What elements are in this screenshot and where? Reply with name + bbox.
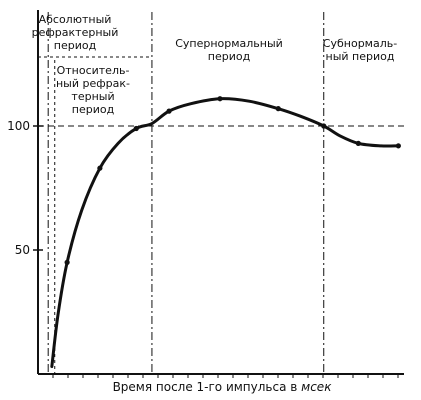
x-axis-label-unit: мсек	[301, 380, 332, 394]
region-label-relative_refractory: период	[72, 103, 115, 116]
labels: АбсолютныйрефрактерныйпериодОтноситель-н…	[32, 13, 398, 394]
region-label-subnormal: Субнормаль-	[323, 37, 397, 50]
region-label-absolute_refractory: рефрактерный	[32, 26, 119, 39]
region-label-absolute_refractory: период	[54, 39, 97, 52]
region-label-relative_refractory: терный	[71, 90, 114, 103]
data-point	[355, 140, 361, 146]
data-point	[395, 143, 401, 149]
region-label-subnormal: ный период	[326, 50, 395, 63]
data-point	[166, 108, 172, 114]
region-label-relative_refractory: Относитель-	[57, 64, 130, 77]
axes: 100 50	[7, 10, 404, 378]
recovery-curve	[50, 97, 400, 369]
y-tick-label: 50	[15, 243, 30, 257]
x-axis-label: Время после 1-го импульса в мсек	[113, 380, 333, 394]
region-label-relative_refractory: ный рефрак-	[56, 77, 130, 90]
curve	[50, 96, 401, 369]
region-label-supernormal: период	[208, 50, 251, 63]
guides	[38, 12, 404, 374]
data-point	[64, 259, 70, 265]
data-point	[275, 106, 281, 112]
data-point	[133, 125, 139, 132]
data-point	[97, 165, 103, 171]
x-axis-label-main: Время после 1-го импульса в	[113, 380, 302, 394]
y-tick-label: 100	[7, 119, 30, 133]
region-label-supernormal: Супернормальный	[175, 37, 283, 50]
data-point	[321, 123, 327, 129]
data-point	[217, 96, 223, 102]
region-label-absolute_refractory: Абсолютный	[39, 13, 112, 26]
